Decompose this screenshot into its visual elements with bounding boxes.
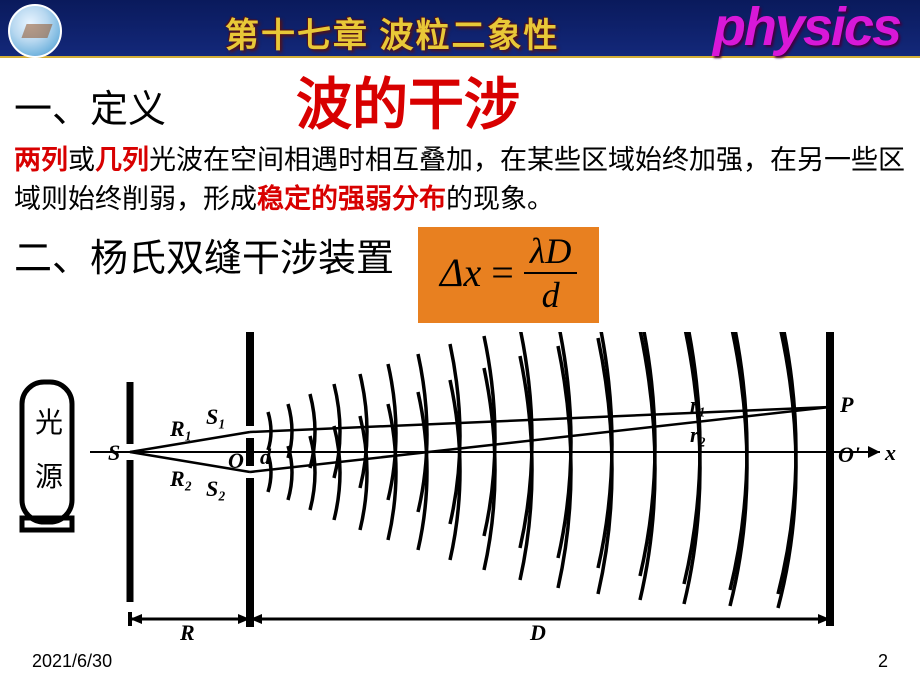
header-bar: 第十七章 波粒二象性 physics: [0, 0, 920, 58]
diagram-svg: 光 源 x S (x,y) (x',y') R D R₁ R₂: [10, 332, 910, 652]
logo-badge: [8, 4, 62, 58]
wavefronts-s2: [268, 332, 796, 608]
content-area: 波的干涉 一、定义 两列或几列光波在空间相遇时相互叠加，在某些区域始终加强，在另…: [0, 58, 920, 323]
subject-label: physics: [713, 0, 900, 58]
def-red-2: 几列: [95, 145, 149, 175]
chapter-title: 第十七章 波粒二象性: [225, 8, 560, 57]
label-D-dist: D: [529, 620, 546, 645]
label-Op: O': [838, 442, 860, 467]
main-title: 波的干涉: [296, 60, 520, 141]
section2-label: 二、杨氏双缝干涉装置: [14, 227, 394, 282]
source-outline: [22, 382, 72, 522]
axis-label-x: x: [884, 440, 896, 465]
label-R-dist: R: [179, 620, 195, 645]
label-O: O: [228, 448, 244, 473]
label-S2: S₂: [206, 476, 226, 501]
section2-row: 二、杨氏双缝干涉装置 Δx = λD d: [14, 227, 906, 323]
formula-lhs: Δx: [440, 253, 481, 293]
logo-inner-shape: [21, 24, 52, 38]
label-S1: S₁: [206, 404, 226, 429]
formula-box: Δx = λD d: [418, 227, 599, 323]
formula-numerator: λD: [524, 233, 578, 274]
def-red-1: 两列: [14, 145, 68, 175]
def-plain-1: 或: [68, 145, 95, 175]
def-plain-3: 的现象。: [446, 184, 554, 214]
label-R1: R₁: [169, 416, 192, 441]
formula-eq: =: [491, 253, 514, 293]
label-S: S: [108, 440, 120, 465]
interference-diagram: 光 源 x S (x,y) (x',y') R D R₁ R₂: [10, 332, 910, 652]
source-char-1: 光: [35, 407, 63, 439]
source-char-2: 源: [35, 462, 63, 493]
footer-page: 2: [878, 651, 888, 672]
formula-fraction: λD d: [524, 233, 578, 313]
def-red-3: 稳定的强弱分布: [257, 184, 446, 214]
label-R2: R₂: [169, 466, 192, 491]
label-P: P: [839, 392, 854, 417]
formula-denominator: d: [542, 274, 560, 313]
axis-arrow: [868, 446, 880, 458]
footer-date: 2021/6/30: [32, 651, 112, 672]
definition-text: 两列或几列光波在空间相遇时相互叠加，在某些区域始终加强，在另一些区域则始终削弱，…: [14, 141, 906, 219]
